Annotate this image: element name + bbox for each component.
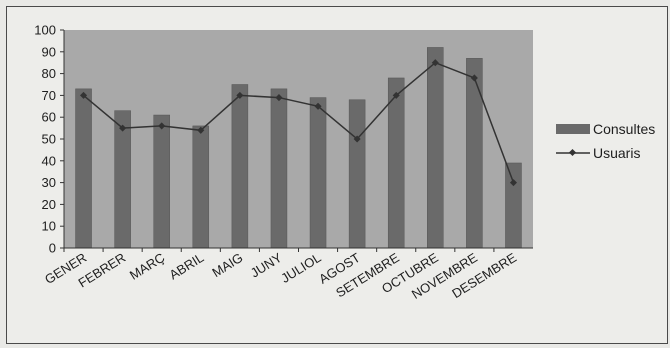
point-usuaris-9 xyxy=(431,59,439,67)
legend-label-consultes: Consultes xyxy=(593,121,655,137)
x-tick-label: MARÇ xyxy=(127,250,167,283)
usuaris-line xyxy=(83,61,515,183)
bar-consultes-4 xyxy=(231,84,249,249)
bar-consultes-9 xyxy=(427,47,444,249)
bar-consultes-8 xyxy=(387,77,405,249)
point-usuaris-10 xyxy=(470,74,478,82)
legend-swatch-consultes xyxy=(556,124,590,134)
point-usuaris-0 xyxy=(80,91,88,99)
y-tick-label: 30 xyxy=(42,175,56,190)
x-tick-label: JULIOL xyxy=(278,250,323,286)
point-usuaris-1 xyxy=(119,124,127,132)
y-tick-label: 10 xyxy=(42,219,56,234)
bar-consultes-6 xyxy=(309,97,327,249)
y-tick-label: 70 xyxy=(42,88,56,103)
legend: Consultes Usuaris xyxy=(556,121,655,161)
bar-consultes-2 xyxy=(153,114,170,249)
bar-consultes-3 xyxy=(192,125,210,249)
point-usuaris-6 xyxy=(314,102,322,110)
y-tick-label: 50 xyxy=(42,132,56,147)
point-usuaris-4 xyxy=(236,91,244,99)
y-tick-label: 0 xyxy=(49,241,56,256)
point-usuaris-5 xyxy=(275,94,283,102)
point-usuaris-8 xyxy=(392,91,400,99)
y-tick-label: 40 xyxy=(42,153,56,168)
bar-consultes-5 xyxy=(270,88,288,249)
y-tick-label: 80 xyxy=(42,66,56,81)
x-tick-label: MAIG xyxy=(209,250,245,280)
point-usuaris-3 xyxy=(197,126,205,134)
y-tick-label: 90 xyxy=(42,44,56,59)
y-tick-label: 100 xyxy=(34,23,56,38)
point-usuaris-7 xyxy=(353,135,361,143)
plot-area xyxy=(64,30,533,248)
legend-label-usuaris: Usuaris xyxy=(593,145,640,161)
bar-consultes-10 xyxy=(466,58,483,249)
bar-consultes-7 xyxy=(348,99,366,249)
legend-marker-usuaris xyxy=(568,148,577,157)
point-usuaris-2 xyxy=(158,122,166,130)
x-tick-label: ABRIL xyxy=(167,250,207,283)
point-usuaris-11 xyxy=(509,179,517,187)
bar-consultes-0 xyxy=(75,88,92,249)
y-tick-label: 20 xyxy=(42,197,56,212)
bar-consultes-11 xyxy=(505,162,522,249)
y-tick-label: 60 xyxy=(42,110,56,125)
